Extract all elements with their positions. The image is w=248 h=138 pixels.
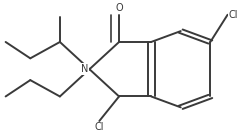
Text: Cl: Cl xyxy=(94,122,104,132)
Text: Cl: Cl xyxy=(229,10,238,20)
Text: O: O xyxy=(115,3,123,13)
Text: N: N xyxy=(81,64,88,74)
